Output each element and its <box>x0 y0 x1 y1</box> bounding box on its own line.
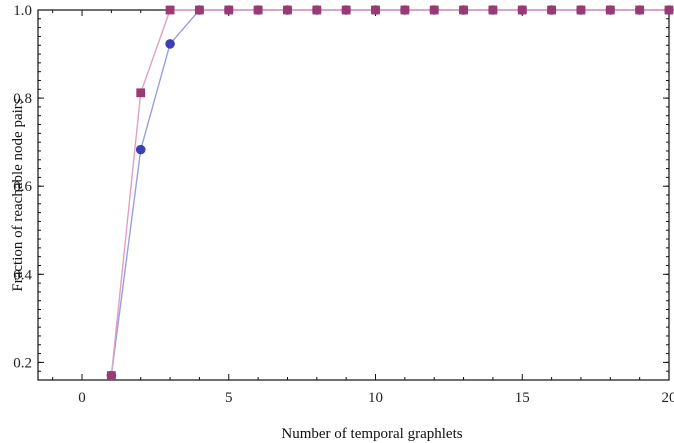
data-point <box>576 5 586 15</box>
x-tick-label: 15 <box>515 390 530 406</box>
y-tick-label: 0.6 <box>13 179 32 195</box>
data-point <box>547 5 557 15</box>
data-point <box>635 5 645 15</box>
y-axis-title: Fraction of reachable node pairs <box>10 98 26 291</box>
data-point <box>517 5 527 15</box>
data-point <box>341 5 351 15</box>
data-point <box>312 5 322 15</box>
tick-labels: 0 5 10 15 20 0.2 0.4 0.6 0.8 1.0 <box>13 3 674 406</box>
data-point <box>400 5 410 15</box>
y-tick-label: 1.0 <box>13 3 32 19</box>
data-point <box>253 5 263 15</box>
x-tick-label: 10 <box>368 390 383 406</box>
data-point <box>195 5 204 15</box>
y-tick-label: 0.2 <box>13 355 32 371</box>
y-tick-label: 0.8 <box>13 91 32 107</box>
x-axis-title: Number of temporal graphlets <box>281 426 462 442</box>
data-point <box>605 5 615 15</box>
series-line <box>110 9 669 376</box>
data-point <box>429 5 439 15</box>
data-point <box>488 5 498 15</box>
data-point <box>165 39 175 49</box>
series-1 <box>106 5 674 381</box>
y-tick-label: 0.4 <box>13 267 32 283</box>
data-point <box>664 5 674 15</box>
data-point <box>371 5 380 15</box>
data-point <box>136 88 146 98</box>
data-point <box>135 144 146 155</box>
x-tick-label: 20 <box>662 390 674 406</box>
data-point <box>224 5 234 15</box>
x-tick-label: 5 <box>225 390 233 406</box>
data-point <box>106 371 116 380</box>
axis-ticks <box>38 9 670 381</box>
plot-frame <box>37 9 670 381</box>
series-line <box>110 9 669 376</box>
x-tick-label: 0 <box>78 390 86 406</box>
data-point <box>165 5 175 15</box>
data-point <box>459 5 468 15</box>
series-2 <box>106 5 674 380</box>
series-layer <box>106 5 674 381</box>
data-point <box>283 5 292 15</box>
